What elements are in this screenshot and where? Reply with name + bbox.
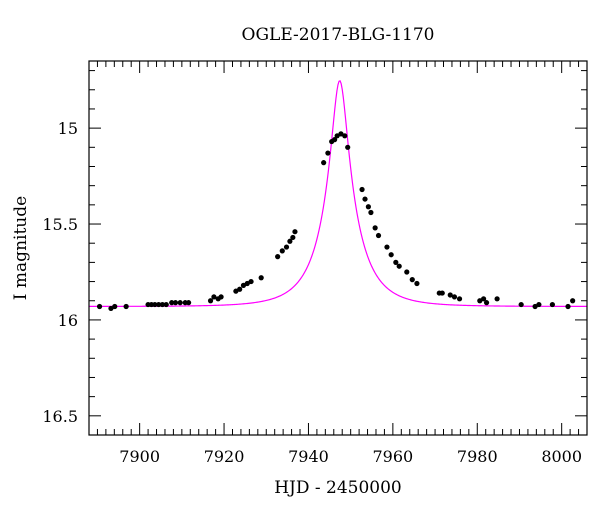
data-point: [248, 278, 254, 285]
x-axis-label: HJD - 2450000: [274, 478, 402, 498]
y-tick-label: 16.5: [42, 407, 78, 426]
data-point: [549, 301, 555, 308]
data-point: [439, 290, 445, 296]
data-point: [112, 303, 118, 310]
data-point: [207, 298, 214, 304]
chart-title: OGLE-2017-BLG-1170: [242, 25, 435, 45]
data-point: [409, 277, 415, 283]
data-point: [237, 286, 243, 292]
data-point: [570, 298, 576, 304]
data-point: [152, 301, 158, 308]
data-point: [172, 300, 179, 306]
data-point: [169, 300, 175, 306]
data-point: [365, 204, 371, 210]
model-curve-group: [89, 80, 587, 308]
data-point: [96, 303, 103, 310]
data-point: [414, 280, 420, 287]
y-tick-label: 15: [58, 119, 78, 138]
data-point: [447, 292, 453, 298]
data-point: [481, 296, 487, 302]
data-point: [384, 244, 390, 250]
data-point: [494, 296, 500, 302]
data-point: [368, 209, 374, 216]
model-curve: [89, 80, 587, 308]
data-point: [211, 294, 217, 300]
data-point: [342, 133, 348, 139]
data-point: [292, 229, 298, 235]
data-point: [388, 252, 394, 258]
data-point: [163, 301, 169, 308]
data-point: [456, 296, 463, 302]
y-tick-label: 15.5: [42, 215, 78, 234]
data-point: [332, 137, 338, 143]
x-tick-label: 7960: [373, 447, 414, 466]
data-point: [186, 300, 192, 306]
data-point: [159, 301, 166, 308]
axis-ticks: [88, 61, 588, 436]
data-point: [283, 244, 290, 250]
data-point: [321, 160, 327, 166]
data-point: [393, 259, 399, 265]
data-point: [372, 225, 378, 231]
data-point: [177, 300, 183, 306]
data-points-group: [96, 131, 576, 312]
data-point: [483, 300, 490, 306]
x-tick-label: 7980: [457, 447, 498, 466]
data-point: [275, 254, 281, 260]
data-point: [156, 301, 162, 308]
data-point: [536, 301, 542, 308]
x-tick-label: 7940: [288, 447, 329, 466]
data-point: [123, 303, 129, 310]
tick-labels: 7900 7920 7940 7960 7980 8000 15 15.5 16 16.5: [42, 119, 582, 466]
data-point: [362, 196, 368, 202]
data-point: [404, 269, 410, 275]
data-point: [290, 234, 296, 241]
plot-frame: [88, 60, 588, 436]
data-point: [451, 294, 458, 300]
data-point: [218, 294, 224, 300]
y-tick-label: 16: [58, 311, 78, 330]
data-point: [565, 303, 571, 310]
y-axis-label: I magnitude: [11, 196, 31, 300]
data-point: [279, 248, 285, 254]
data-point: [287, 238, 293, 244]
data-point: [325, 150, 331, 156]
x-tick-label: 7900: [119, 447, 160, 466]
x-tick-label: 7920: [204, 447, 245, 466]
data-point: [359, 186, 365, 193]
data-point: [258, 275, 264, 281]
data-point: [518, 301, 524, 308]
data-point: [345, 144, 351, 150]
data-point: [396, 263, 402, 269]
data-point: [375, 232, 382, 239]
x-tick-label: 8000: [541, 447, 582, 466]
